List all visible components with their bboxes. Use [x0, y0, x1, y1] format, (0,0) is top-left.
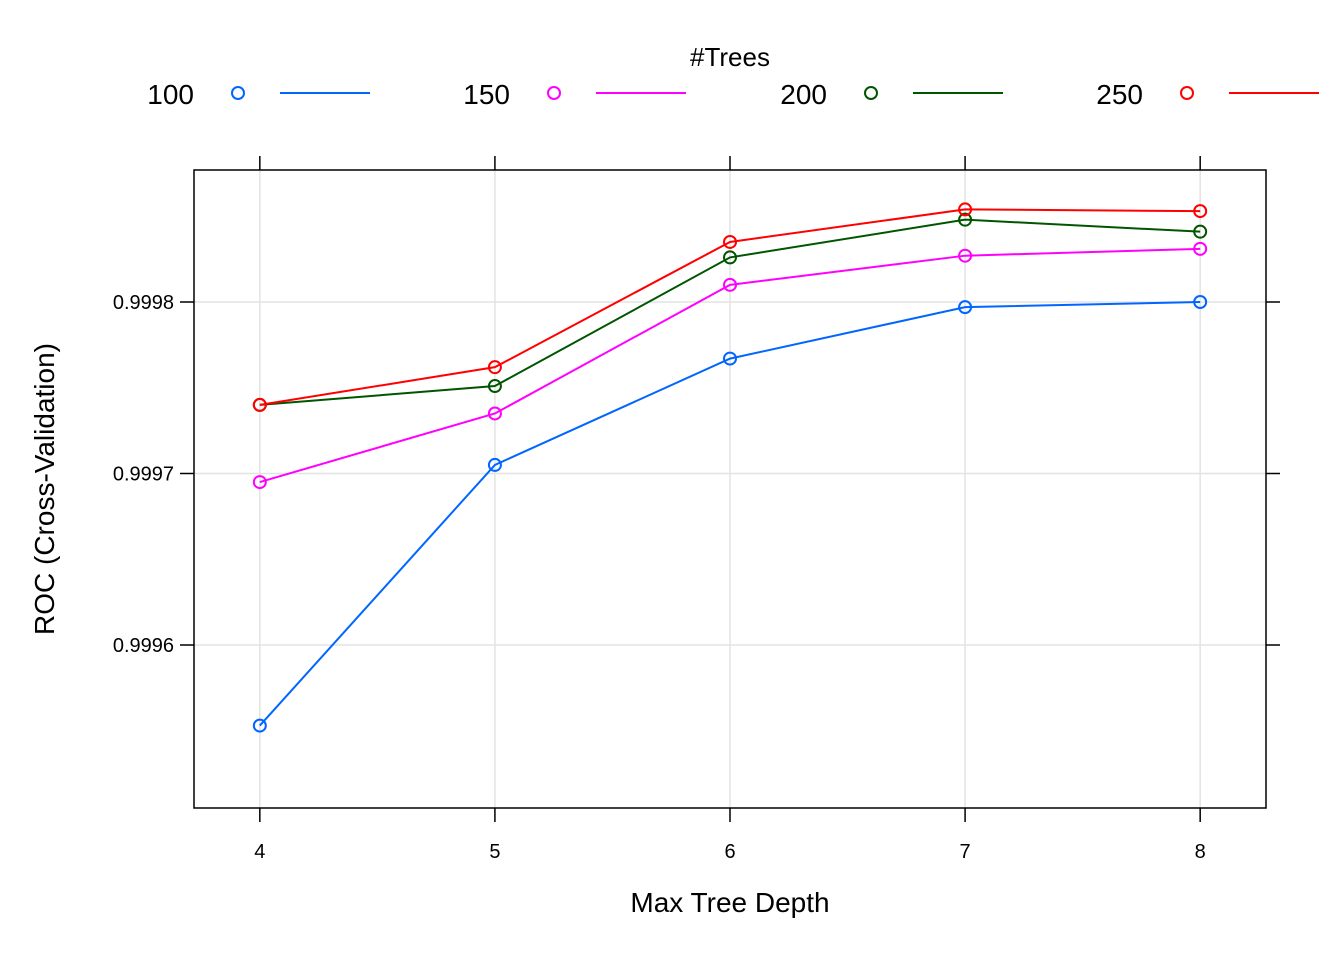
data-point	[487, 457, 502, 472]
legend-label: 100	[147, 79, 194, 110]
legend-label: 150	[463, 79, 510, 110]
legend-label: 250	[1096, 79, 1143, 110]
data-point	[1193, 295, 1208, 309]
legend-label: 200	[780, 79, 827, 110]
data-point	[723, 234, 737, 249]
series-150	[252, 241, 1208, 490]
x-tick-label: 6	[724, 841, 735, 863]
y-axis-title: ROC (Cross-Validation)	[29, 343, 60, 635]
data-point	[958, 300, 973, 315]
series-layer	[252, 202, 1208, 733]
legend-entry-250: 250	[1096, 79, 1319, 110]
legend-entry-200: 200	[780, 79, 1003, 110]
data-point	[723, 277, 737, 292]
legend-entry-150: 150	[463, 79, 686, 110]
y-tick-label: 0.9996	[113, 635, 174, 657]
y-tick-label: 0.9997	[113, 464, 174, 486]
legend-title: #Trees	[690, 42, 770, 72]
data-point	[1193, 204, 1208, 219]
y-tick-label: 0.9998	[113, 292, 174, 314]
legend-marker	[864, 86, 878, 100]
data-point	[958, 202, 973, 217]
x-tick-label: 7	[960, 841, 971, 863]
legend-entry-100: 100	[147, 79, 370, 110]
x-tick-label: 5	[489, 841, 500, 863]
legend: 100 150 200 250	[147, 79, 1319, 110]
x-tick-label: 4	[254, 841, 265, 863]
data-point	[487, 406, 502, 421]
data-point	[723, 351, 737, 366]
data-point	[1193, 241, 1208, 256]
x-axis-title: Max Tree Depth	[630, 887, 829, 918]
axes: 4 5 6 7 8 0.9996 0.9997 0.9998	[113, 156, 1280, 863]
series-line	[259, 301, 1201, 727]
series-line	[259, 208, 1201, 406]
series-250	[252, 202, 1208, 412]
legend-marker	[547, 86, 561, 100]
data-point	[487, 379, 502, 394]
data-point	[252, 397, 267, 412]
series-line	[259, 218, 1201, 406]
series-100	[252, 295, 1208, 733]
grid-lines	[194, 170, 1266, 808]
series-line	[259, 247, 1201, 484]
x-tick-label: 8	[1195, 841, 1206, 863]
data-point	[723, 250, 737, 265]
data-point	[252, 718, 267, 733]
data-point	[1193, 224, 1208, 239]
data-point	[958, 212, 973, 227]
legend-marker	[231, 86, 245, 100]
data-point	[487, 360, 502, 375]
data-point	[958, 248, 973, 263]
legend-marker	[1180, 86, 1194, 100]
data-point	[252, 475, 267, 490]
